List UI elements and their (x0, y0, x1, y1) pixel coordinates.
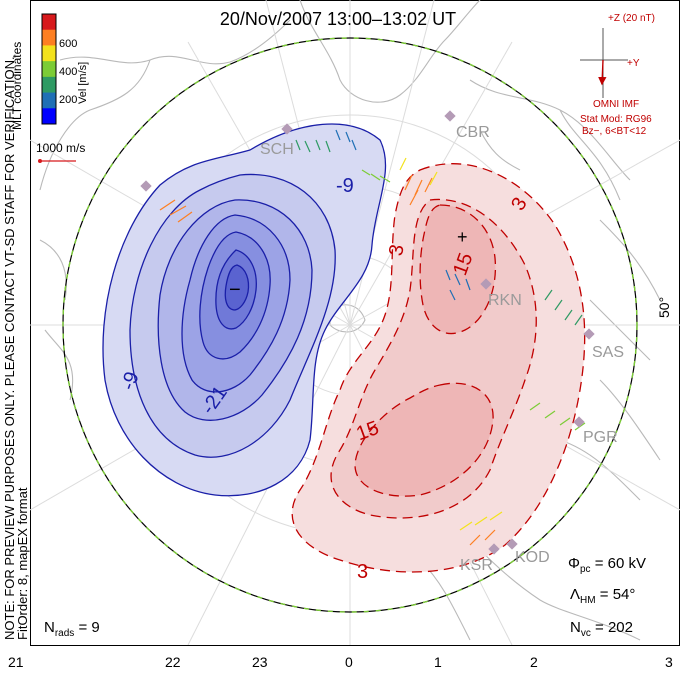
contour-label: 3 (385, 243, 409, 258)
lambda-hm-value: 54° (613, 586, 636, 603)
velocity-color-bar (41, 13, 57, 125)
coastlines (39, 0, 661, 641)
color-bar-segment (42, 45, 56, 62)
phi-pc-value: 60 kV (608, 555, 646, 572)
imf-y-label: +Y (627, 58, 640, 69)
mlt-tick: 2 (530, 654, 538, 670)
station-label: SAS (592, 344, 624, 361)
nvc-value: 202 (608, 619, 633, 636)
imf-model-condition: Bz−, 6<BT<12 (582, 126, 647, 137)
station-markers (140, 110, 595, 555)
mlt-axis: 21 22 23 0 1 2 3 (8, 654, 673, 670)
station-label: KSR (460, 557, 493, 574)
reference-vector-origin (38, 159, 42, 163)
coordinate-label: MLT coordinates (10, 42, 24, 130)
color-bar-outline (41, 13, 57, 125)
imf-vector (598, 59, 607, 86)
color-bar-segment (42, 14, 56, 31)
mlt-tick: 21 (8, 654, 24, 670)
station-label: SCH (260, 141, 294, 158)
contour-label: 3 (357, 561, 368, 583)
station-label: RKN (488, 292, 522, 309)
color-bar-segment (42, 108, 56, 125)
imf-model: Stat Mod: RG96 (580, 114, 652, 125)
velocity-ticks: 600 400 200 (59, 38, 77, 106)
station-label: CBR (456, 124, 490, 141)
negative-potential-cell (102, 123, 387, 497)
mlt-tick: 0 (345, 654, 353, 670)
color-bar-segment (42, 92, 56, 109)
mlt-tick: 22 (165, 654, 181, 670)
velocity-vectors (159, 129, 586, 546)
nrads-value: 9 (91, 619, 99, 636)
contour-label: -9 (336, 175, 354, 197)
preview-note: NOTE: FOR PREVIEW PURPOSES ONLY. PLEASE … (2, 56, 17, 640)
fit-order-note: FitOrder: 8, mapEX format (15, 487, 30, 640)
potential-min-marker: − (229, 279, 241, 301)
velocity-scale-label: Vel [m/s] (77, 62, 89, 104)
imf-source: OMNI IMF (593, 99, 639, 110)
station-label: KOD (515, 549, 550, 566)
imf-clock: +Z (20 nT) +Y OMNI IMF Stat Mod: RG96 Bz… (580, 13, 655, 137)
mlt-tick: 23 (252, 654, 268, 670)
velocity-tick: 400 (59, 66, 77, 78)
imf-z-label: +Z (20 nT) (608, 13, 655, 24)
latitude-label: 50° (656, 297, 672, 318)
mlt-tick: 1 (434, 654, 442, 670)
reference-vector-label: 1000 m/s (36, 141, 85, 155)
positive-potential-cell (291, 163, 586, 573)
color-bar-segment (42, 29, 56, 46)
hm-boundary-dash (62, 37, 638, 613)
color-bar-segment (42, 61, 56, 78)
station-labels: CBR SCH RKN SAS PGR KOD KSR (260, 124, 624, 574)
station-label: PGR (583, 429, 618, 446)
potential-max-marker: + (457, 227, 468, 247)
mlt-tick: 3 (665, 654, 673, 670)
color-bar-segment (42, 76, 56, 94)
velocity-tick: 200 (59, 94, 77, 106)
velocity-tick: 600 (59, 38, 77, 50)
map-title: 20/Nov/2007 13:00–13:02 UT (220, 9, 456, 29)
